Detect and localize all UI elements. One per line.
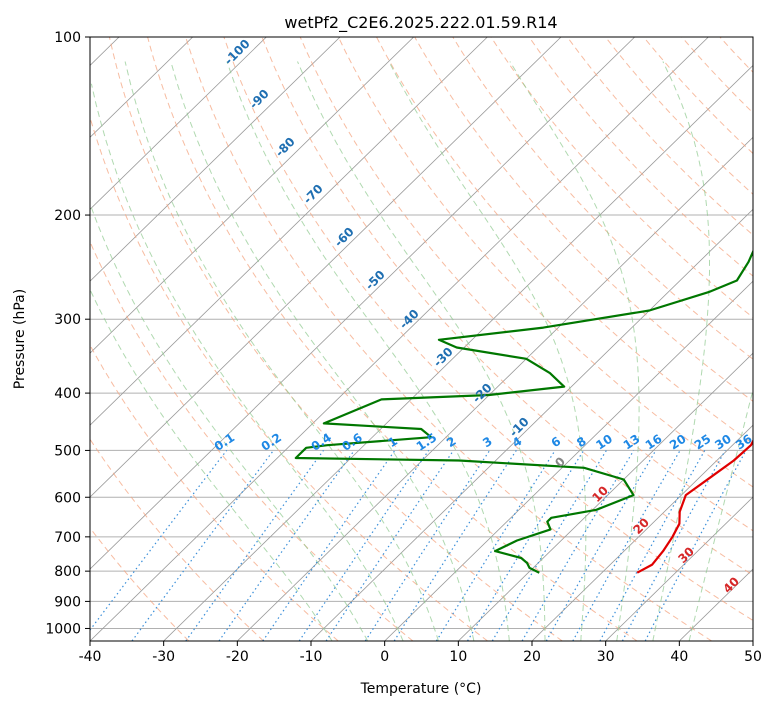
y-tick-label: 100 <box>54 30 81 46</box>
y-axis-label: Pressure (hPa) <box>12 289 28 389</box>
y-tick-label: 600 <box>54 490 81 506</box>
x-tick-label: -40 <box>79 649 102 665</box>
chart-title: wetPf2_C2E6.2025.222.01.59.R14 <box>284 13 557 33</box>
y-tick-label: 1000 <box>45 621 81 637</box>
x-axis-label: Temperature (°C) <box>360 681 482 697</box>
x-tick-label: 10 <box>449 649 467 665</box>
x-tick-label: -20 <box>226 649 249 665</box>
x-tick-label: 50 <box>744 649 762 665</box>
y-tick-label: 800 <box>54 564 81 580</box>
x-tick-label: 0 <box>380 649 389 665</box>
y-tick-label: 200 <box>54 208 81 224</box>
y-tick-label: 400 <box>54 386 81 402</box>
y-tick-label: 700 <box>54 530 81 546</box>
x-tick-label: -30 <box>152 649 175 665</box>
y-tick-label: 900 <box>54 594 81 610</box>
x-tick-label: 40 <box>670 649 688 665</box>
x-tick-label: 20 <box>523 649 541 665</box>
dry-adiabat-line <box>758 37 775 641</box>
y-tick-label: 300 <box>54 312 81 328</box>
isotherm-line <box>753 37 775 641</box>
plot-background <box>90 37 753 641</box>
x-tick-label: -10 <box>300 649 323 665</box>
y-tick-label: 500 <box>54 443 81 459</box>
x-tick-label: 30 <box>597 649 615 665</box>
